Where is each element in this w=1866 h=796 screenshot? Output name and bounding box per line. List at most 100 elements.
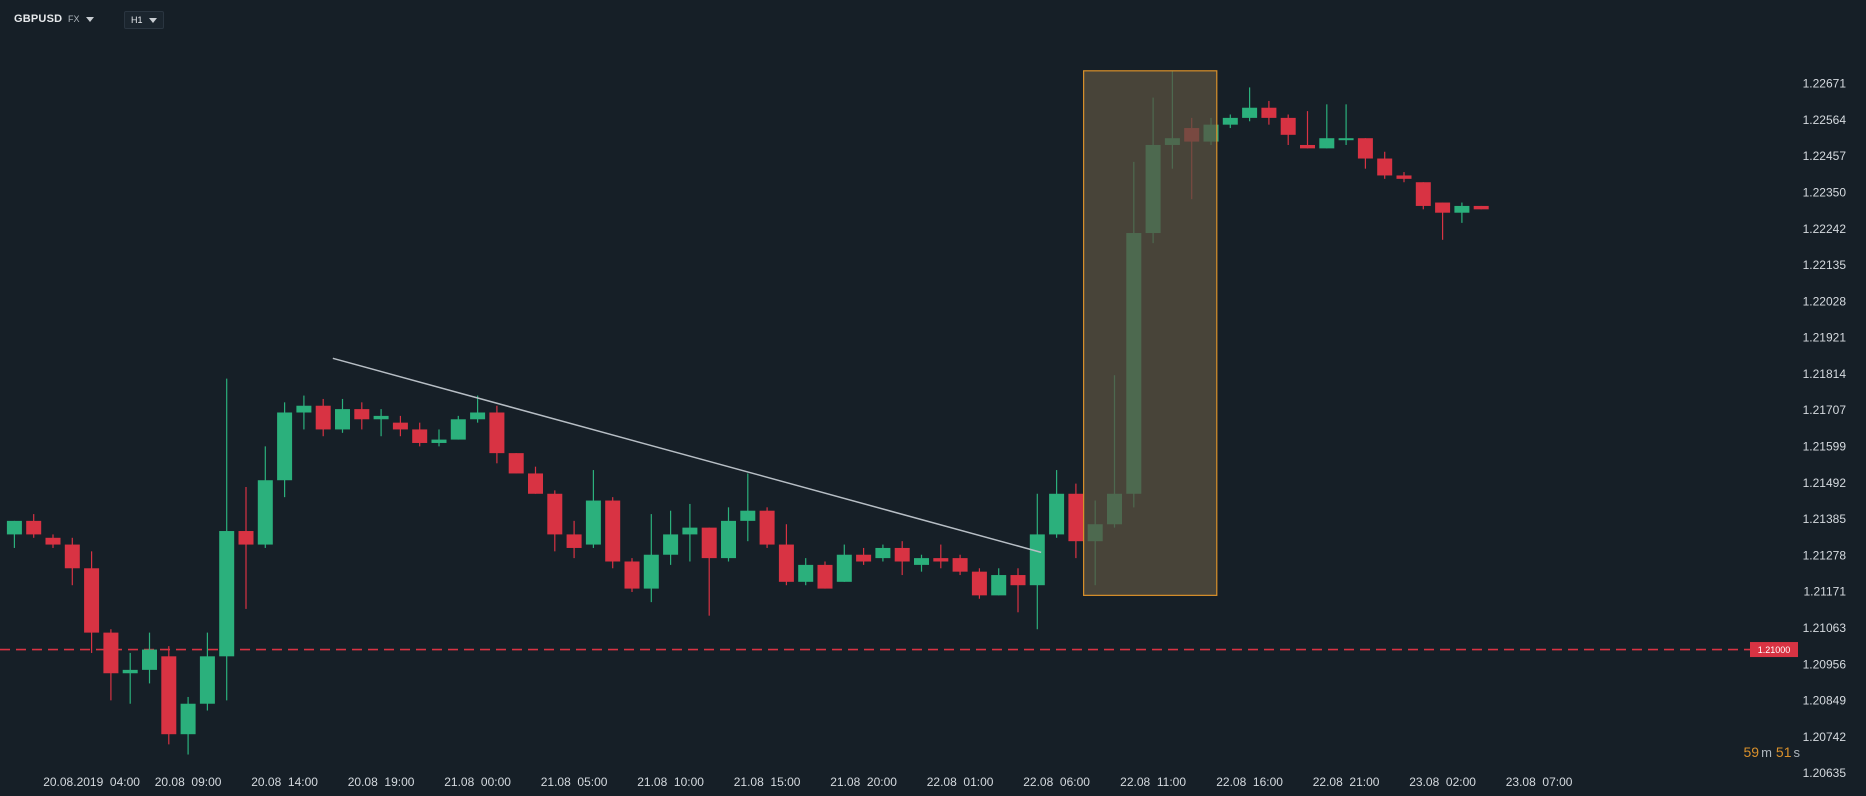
x-tick-label: 22.08 21:00 [1313,775,1380,789]
trendline[interactable] [332,357,1042,554]
y-tick-label: 1.22135 [1803,258,1847,272]
candle-body [412,429,428,443]
candle-body [1319,138,1335,149]
candle-body [354,409,370,420]
candle-body [856,554,872,562]
countdown-minutes-unit: m [1761,745,1772,760]
candle-body [1242,107,1258,118]
candle [914,554,929,572]
candle [219,378,235,701]
candle-body [682,527,698,535]
candle [894,541,910,576]
candle-body [1377,158,1393,176]
candle-body [470,412,486,420]
candle [566,520,582,559]
candle-body [180,703,196,735]
candle-body [1222,117,1238,125]
y-axis[interactable]: 1.22671 1.22564 1.22457 1.22350 1.22242 1.221… [1803,77,1847,780]
candle [142,632,157,684]
candle [933,544,949,569]
y-tick-label: 1.21278 [1803,548,1847,562]
candle-body [933,558,949,562]
x-tick-label: 22.08 16:00 [1216,775,1283,789]
candle [856,547,872,565]
highlight-rectangle[interactable] [1083,70,1218,596]
x-tick-label: 20.08 09:00 [155,775,222,789]
candle-body [740,510,756,521]
candle [624,558,640,592]
candle [721,507,736,562]
x-tick-label: 20.08 19:00 [348,775,415,789]
candle-body [1300,144,1315,149]
symbol-label[interactable]: GBPUSD [14,13,63,25]
candle [1068,483,1084,559]
candle-body [1473,205,1489,210]
x-tick-label: 22.08 01:00 [927,775,994,789]
candle [952,554,968,576]
candle [277,402,293,498]
candle-body [392,422,408,430]
candle [199,632,215,711]
x-tick-label: 22.08 11:00 [1120,775,1186,789]
candle-body [199,656,215,704]
candle-body [315,405,331,430]
candle [335,398,350,433]
x-tick-label: 21.08 05:00 [541,775,608,789]
candle-body [663,534,679,555]
candle [26,514,42,538]
y-tick-label: 1.20849 [1803,694,1847,708]
candle [1242,87,1258,122]
y-tick-label: 1.20635 [1803,766,1847,780]
candle-body [991,575,1007,596]
candle [971,568,987,599]
y-tick-label: 1.21492 [1803,476,1847,490]
candle-body [142,649,157,670]
candle-body [1435,202,1451,213]
x-tick-label: 21.08 15:00 [734,775,801,789]
price-level-label: 1.21000 [1758,645,1791,655]
candle-countdown: 59 m 51 s [1744,744,1805,760]
candle [470,395,486,423]
x-axis[interactable]: 20.08.2019 04:00 20.08 09:00 20.08 14:00 20… [43,775,1573,789]
candle-body [296,405,312,413]
candle-body [26,520,42,535]
candle-body [335,409,350,430]
y-tick-label: 1.22564 [1803,113,1847,127]
y-tick-label: 1.22350 [1803,185,1847,199]
timeframe-selector[interactable]: H1 [124,11,164,29]
candle [1300,111,1315,149]
candle [875,544,891,562]
market-selector[interactable]: FX [68,14,94,24]
candle [605,497,621,569]
y-tick-label: 1.20956 [1803,657,1847,671]
y-tick-label: 1.20742 [1803,730,1847,744]
candle-body [219,531,235,657]
candle-body [759,510,775,545]
candle [740,473,756,542]
candle-body [528,473,543,494]
candle [489,405,505,464]
candle [1338,104,1354,145]
candle-body [238,531,254,545]
x-tick-label: 20.08 14:00 [251,775,318,789]
candle-body [84,568,100,633]
countdown-minutes: 59 [1743,744,1760,760]
candle [701,527,717,616]
candle-body [547,493,563,535]
candle [778,524,794,586]
y-tick-label: 1.21063 [1803,621,1847,635]
candle [1415,182,1431,210]
candle-body [914,558,929,565]
candle-body [1396,175,1412,179]
candle-body [508,453,524,474]
candle [238,487,254,609]
candle [64,537,80,586]
candle [817,561,833,589]
candle [663,510,679,565]
candle-body [721,520,736,559]
x-tick-label: 21.08 00:00 [444,775,511,789]
candle [180,696,196,755]
candle-body [161,656,177,735]
